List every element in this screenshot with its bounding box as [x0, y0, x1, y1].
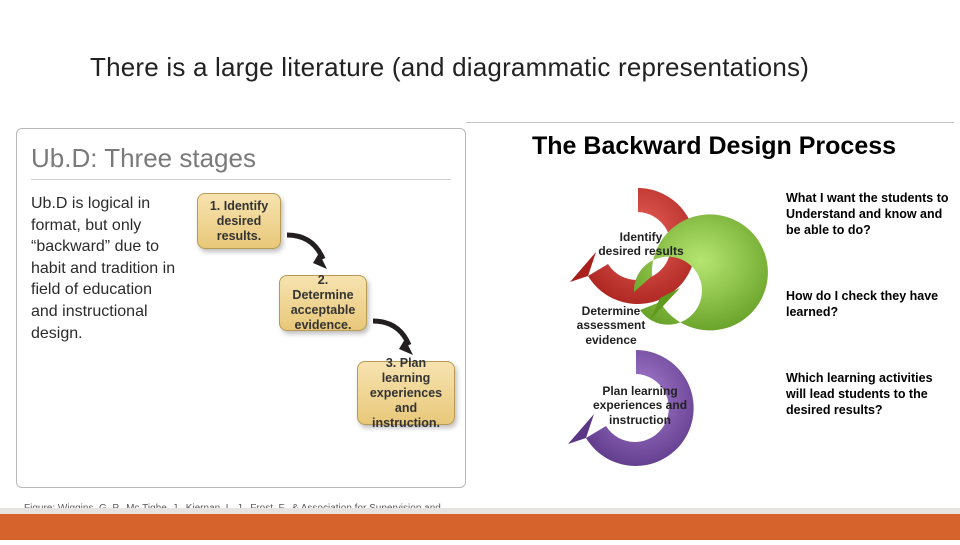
stage-box-3: 3. Plan learning experiences and instruc…: [357, 361, 455, 425]
content-area: Ub.D: Three stages Ub.D is logical in fo…: [10, 128, 950, 492]
question-2: How do I check they have learned?: [786, 288, 950, 320]
ring-group: Identify desired results Determine asses…: [498, 172, 778, 472]
stage-box-3-label: 3. Plan learning experiences and instruc…: [366, 356, 446, 431]
arrow-1-to-2-icon: [283, 229, 333, 275]
arrow-2-to-3-icon: [369, 315, 419, 361]
ubd-heading: Ub.D: Three stages: [31, 143, 256, 174]
page-title: There is a large literature (and diagram…: [90, 52, 809, 83]
ring-label-3: Plan learning experiences and instructio…: [590, 384, 690, 427]
question-list: What I want the students to Understand a…: [786, 190, 950, 468]
question-1: What I want the students to Understand a…: [786, 190, 950, 238]
ring-label-1: Identify desired results: [598, 230, 684, 259]
ubd-three-stages-panel: Ub.D: Three stages Ub.D is logical in fo…: [16, 128, 466, 488]
ring-label-2: Determine assessment evidence: [566, 304, 656, 347]
stage-box-1: 1. Identify desired results.: [197, 193, 281, 249]
question-3: Which learning activities will lead stud…: [786, 370, 950, 418]
bdp-heading: The Backward Design Process: [532, 132, 896, 161]
stage-box-2-label: 2. Determine acceptable evidence.: [288, 273, 358, 333]
stage-box-1-label: 1. Identify desired results.: [206, 199, 272, 244]
content-divider: [466, 122, 954, 123]
backward-design-panel: The Backward Design Process: [490, 128, 950, 488]
footer-band: [0, 508, 960, 540]
ubd-body-text: Ub.D is logical in format, but only “bac…: [31, 193, 181, 344]
ubd-heading-rule: [31, 179, 451, 180]
stage-box-2: 2. Determine acceptable evidence.: [279, 275, 367, 331]
